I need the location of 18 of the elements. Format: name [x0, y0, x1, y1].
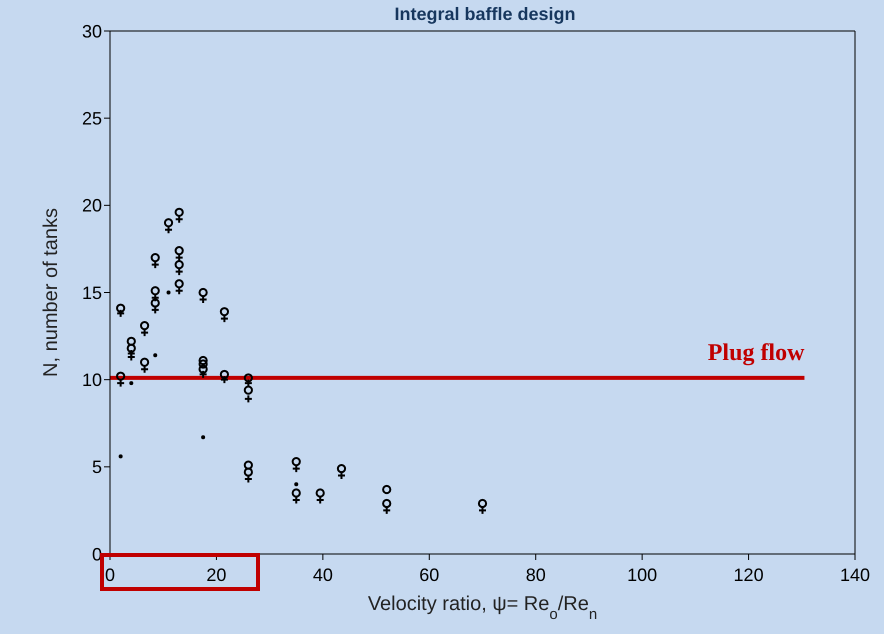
y-tick-label: 10 — [82, 370, 102, 390]
y-tick-label: 25 — [82, 108, 102, 129]
y-tick-label: 30 — [82, 21, 102, 42]
x-tick-label: 140 — [840, 564, 870, 585]
x-tick-label: 40 — [312, 564, 333, 585]
x-tick-label: 20 — [206, 564, 226, 585]
x-tick-label: 100 — [627, 564, 658, 585]
x-tick-label: 0 — [104, 564, 116, 585]
x-tick-label: 80 — [526, 564, 546, 585]
y-tick-label: 15 — [82, 282, 102, 303]
series-label: Plug flow — [708, 340, 806, 366]
y-tick-label: 20 — [82, 196, 102, 216]
x-tick-label: 60 — [419, 564, 440, 585]
y-axis-title: N, number of tanks — [40, 208, 62, 377]
x-tick-label: 120 — [734, 564, 764, 585]
chart-title: Integral baffle design — [393, 4, 577, 25]
y-tick-label: 5 — [92, 457, 102, 478]
x-axis-title: Velocity ratio, ψ= Re$_{o}$/Re$_{n}$ — [368, 593, 598, 622]
